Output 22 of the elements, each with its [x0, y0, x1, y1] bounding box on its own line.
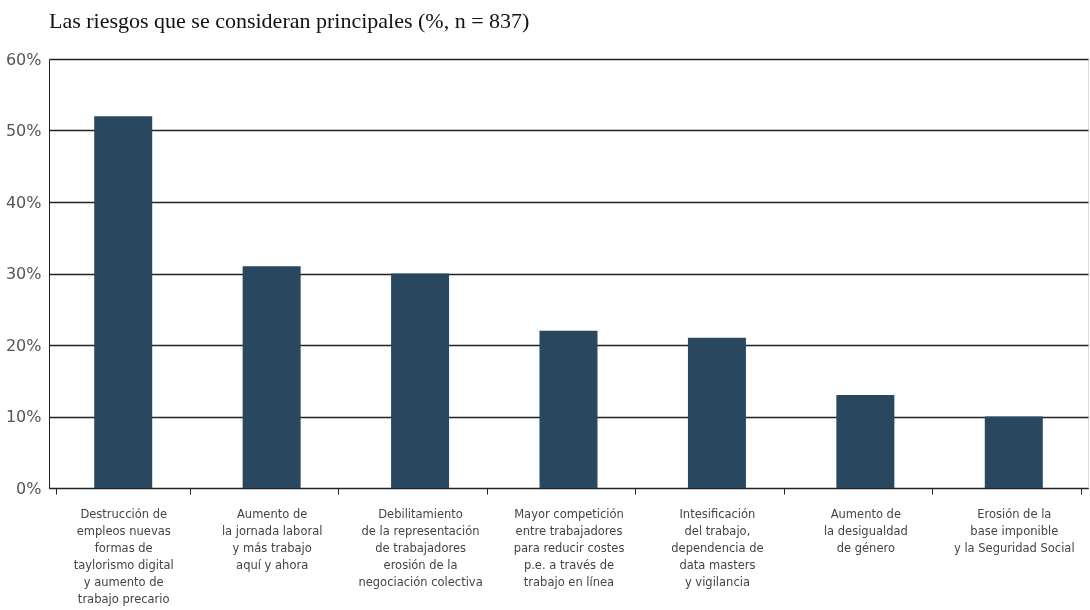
bar	[687, 337, 746, 488]
chart-title: Las riesgos que se consideran principales (%, n = 837)	[49, 8, 530, 33]
x-tick-label: Aumento de la desigualdad de género	[823, 506, 908, 555]
x-tick-label: Intesificación del trabajo, dependencia de data masters y vigilancia	[671, 506, 764, 589]
x-tick-label: Debilitamiento de la representación de trabajadores erosión de la negociación colectiva	[358, 506, 483, 589]
y-tick-label: 10%	[5, 407, 42, 426]
y-tick-label: 0%	[16, 478, 42, 498]
bar	[242, 266, 301, 488]
bar	[836, 395, 895, 488]
y-tick-label: 30%	[5, 264, 42, 283]
y-tick-label: 20%	[5, 335, 42, 355]
bar	[984, 416, 1043, 488]
bar	[94, 116, 153, 488]
x-tick-label: Mayor competición entre trabajadores para reducir costes p.e. a través de trabajo en línea	[513, 506, 625, 589]
x-tick-label: Erosión de la base imponible y la Seguridad Social	[953, 506, 1075, 555]
y-tick-label: 40%	[5, 192, 42, 212]
y-tick-label: 60%	[5, 49, 42, 69]
x-tick-label: Destrucción de empleos nuevas formas de taylorismo digital y aumento de trabajo precario	[73, 506, 174, 606]
bar	[539, 330, 598, 488]
x-tick-label: Aumento de la jornada laboral y más trabajo aquí y ahora	[221, 506, 323, 572]
y-tick-label: 50%	[5, 121, 42, 140]
bar	[391, 273, 450, 488]
